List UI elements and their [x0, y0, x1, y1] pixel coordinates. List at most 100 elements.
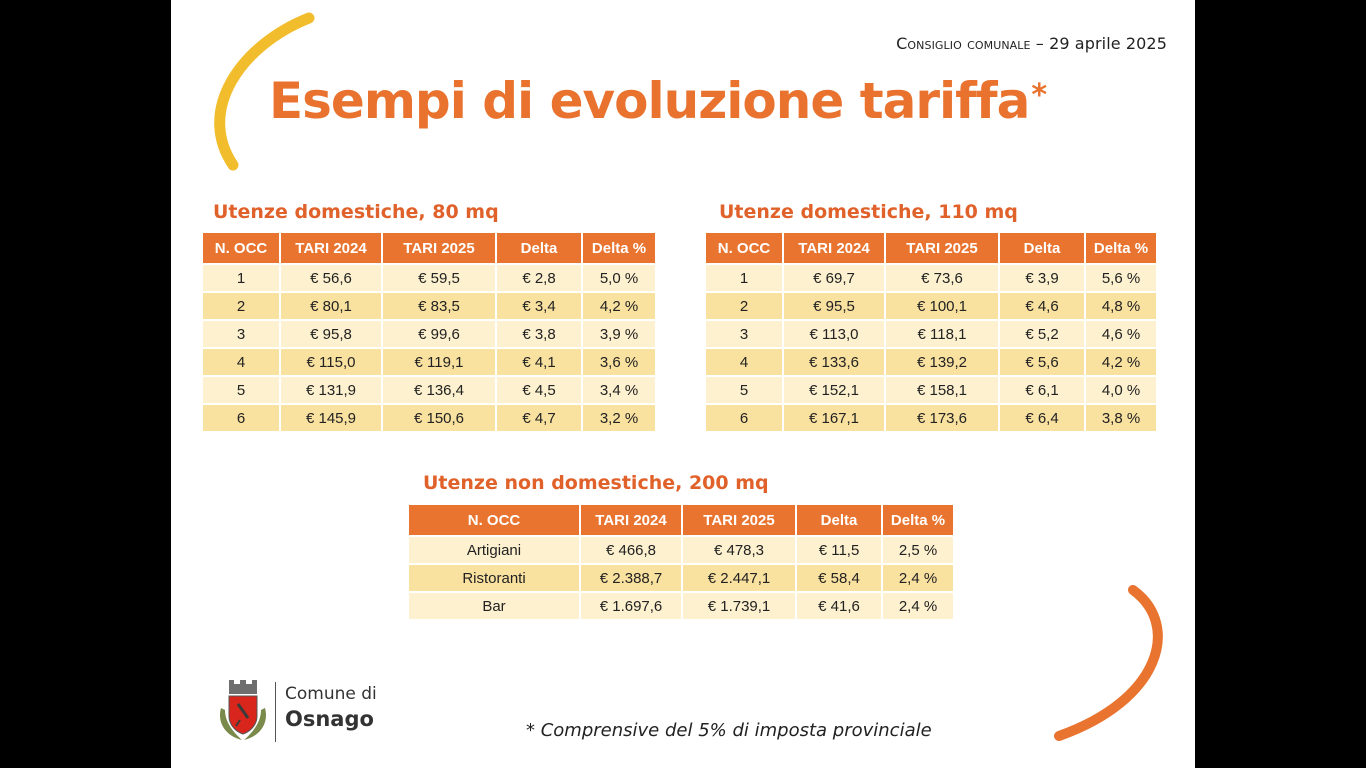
table-row: Ristoranti € 2.388,7 € 2.447,1 € 58,4 2,4 %	[409, 565, 953, 591]
table-row: 6 € 145,9 € 150,6 € 4,7 3,2 %	[203, 405, 655, 431]
column-header: Delta %	[883, 505, 953, 535]
coat-of-arms-icon	[219, 680, 267, 740]
table-cell: € 100,1	[886, 293, 998, 319]
table-row: 5 € 131,9 € 136,4 € 4,5 3,4 %	[203, 377, 655, 403]
table-row: 4 € 115,0 € 119,1 € 4,1 3,6 %	[203, 349, 655, 375]
column-header: TARI 2025	[383, 233, 495, 263]
table-cell: 5,0 %	[583, 265, 655, 291]
table-cell: € 6,1	[1000, 377, 1084, 403]
column-header: Delta	[497, 233, 581, 263]
table-cell: € 58,4	[797, 565, 881, 591]
table-cell: € 2.447,1	[683, 565, 795, 591]
table-cell: € 59,5	[383, 265, 495, 291]
table-cell: € 113,0	[784, 321, 884, 347]
table-cell: 3,8 %	[1086, 405, 1156, 431]
table-cell: € 115,0	[281, 349, 381, 375]
table-cell: 2,5 %	[883, 537, 953, 563]
table-row: 1 € 69,7 € 73,6 € 3,9 5,6 %	[706, 265, 1156, 291]
table-cell: € 136,4	[383, 377, 495, 403]
table-cell: Ristoranti	[409, 565, 579, 591]
section-title-nondomestic-200: Utenze non domestiche, 200 mq	[423, 472, 769, 494]
column-header: Delta	[1000, 233, 1084, 263]
table-row: 3 € 113,0 € 118,1 € 5,2 4,6 %	[706, 321, 1156, 347]
table-cell: 3,6 %	[583, 349, 655, 375]
section-title-domestic-110: Utenze domestiche, 110 mq	[719, 201, 1018, 223]
table-cell: 3,2 %	[583, 405, 655, 431]
table-cell: 5	[706, 377, 782, 403]
table-cell: 4,6 %	[1086, 321, 1156, 347]
table-cell: € 56,6	[281, 265, 381, 291]
table-cell: € 1.697,6	[581, 593, 681, 619]
slide-title-text: Esempi di evoluzione tariffa	[269, 72, 1030, 130]
table-header-row: N. OCC TARI 2024 TARI 2025 Delta Delta %	[409, 505, 953, 535]
table-cell: € 1.739,1	[683, 593, 795, 619]
table-cell: € 4,7	[497, 405, 581, 431]
column-header: TARI 2024	[581, 505, 681, 535]
table-cell: € 3,9	[1000, 265, 1084, 291]
table-row: Bar € 1.697,6 € 1.739,1 € 41,6 2,4 %	[409, 593, 953, 619]
table-cell: € 466,8	[581, 537, 681, 563]
table-cell: € 2,8	[497, 265, 581, 291]
table-cell: 4,8 %	[1086, 293, 1156, 319]
table-cell: € 5,6	[1000, 349, 1084, 375]
column-header: Delta %	[1086, 233, 1156, 263]
meeting-caption: Consiglio comunale – 29 aprile 2025	[896, 34, 1167, 53]
column-header: N. OCC	[409, 505, 579, 535]
table-cell: € 119,1	[383, 349, 495, 375]
table-nondomestic-200: N. OCC TARI 2024 TARI 2025 Delta Delta % Art…	[407, 503, 955, 621]
table-cell: € 95,5	[784, 293, 884, 319]
table-cell: € 139,2	[886, 349, 998, 375]
table-cell: € 95,8	[281, 321, 381, 347]
table-cell: € 5,2	[1000, 321, 1084, 347]
table-cell: 1	[706, 265, 782, 291]
column-header: TARI 2025	[886, 233, 998, 263]
table-cell: 6	[706, 405, 782, 431]
table-cell: 2,4 %	[883, 593, 953, 619]
table-cell: € 99,6	[383, 321, 495, 347]
table-cell: € 6,4	[1000, 405, 1084, 431]
column-header: Delta %	[583, 233, 655, 263]
table-domestic-80: N. OCC TARI 2024 TARI 2025 Delta Delta % 1 € …	[201, 231, 657, 433]
table-row: 2 € 95,5 € 100,1 € 4,6 4,8 %	[706, 293, 1156, 319]
table-cell: € 150,6	[383, 405, 495, 431]
table-cell: 3,9 %	[583, 321, 655, 347]
table-cell: € 83,5	[383, 293, 495, 319]
presentation-slide: Consiglio comunale – 29 aprile 2025 Esem…	[171, 0, 1195, 768]
municipality-logo: Comune di Osnago	[215, 676, 425, 746]
column-header: N. OCC	[203, 233, 279, 263]
logo-separator	[275, 682, 276, 742]
decorative-arcs	[214, 12, 1163, 741]
table-domestic-110: N. OCC TARI 2024 TARI 2025 Delta Delta % 1 € …	[704, 231, 1158, 433]
title-asterisk: *	[1031, 78, 1047, 113]
table-cell: € 69,7	[784, 265, 884, 291]
table-cell: € 133,6	[784, 349, 884, 375]
logo-line-2: Osnago	[285, 707, 374, 731]
table-row: 4 € 133,6 € 139,2 € 5,6 4,2 %	[706, 349, 1156, 375]
slide-title: Esempi di evoluzione tariffa*	[269, 72, 1047, 130]
table-cell: € 131,9	[281, 377, 381, 403]
table-cell: € 173,6	[886, 405, 998, 431]
table-row: 3 € 95,8 € 99,6 € 3,8 3,9 %	[203, 321, 655, 347]
table-cell: 4,0 %	[1086, 377, 1156, 403]
column-header: TARI 2025	[683, 505, 795, 535]
table-cell: 5,6 %	[1086, 265, 1156, 291]
table-cell: 2	[203, 293, 279, 319]
table-row: 5 € 152,1 € 158,1 € 6,1 4,0 %	[706, 377, 1156, 403]
orange-arc-decoration	[1054, 585, 1163, 741]
meeting-name: Consiglio comunale	[896, 34, 1031, 53]
table-cell: 5	[203, 377, 279, 403]
table-cell: € 4,1	[497, 349, 581, 375]
column-header: TARI 2024	[281, 233, 381, 263]
table-cell: € 3,4	[497, 293, 581, 319]
table-cell: € 158,1	[886, 377, 998, 403]
table-cell: € 11,5	[797, 537, 881, 563]
column-header: Delta	[797, 505, 881, 535]
table-row: 2 € 80,1 € 83,5 € 3,4 4,2 %	[203, 293, 655, 319]
table-cell: 2	[706, 293, 782, 319]
table-row: Artigiani € 466,8 € 478,3 € 11,5 2,5 %	[409, 537, 953, 563]
table-cell: 4,2 %	[1086, 349, 1156, 375]
table-cell: 1	[203, 265, 279, 291]
meeting-date: – 29 aprile 2025	[1035, 34, 1167, 53]
table-cell: € 2.388,7	[581, 565, 681, 591]
table-cell: 4	[706, 349, 782, 375]
